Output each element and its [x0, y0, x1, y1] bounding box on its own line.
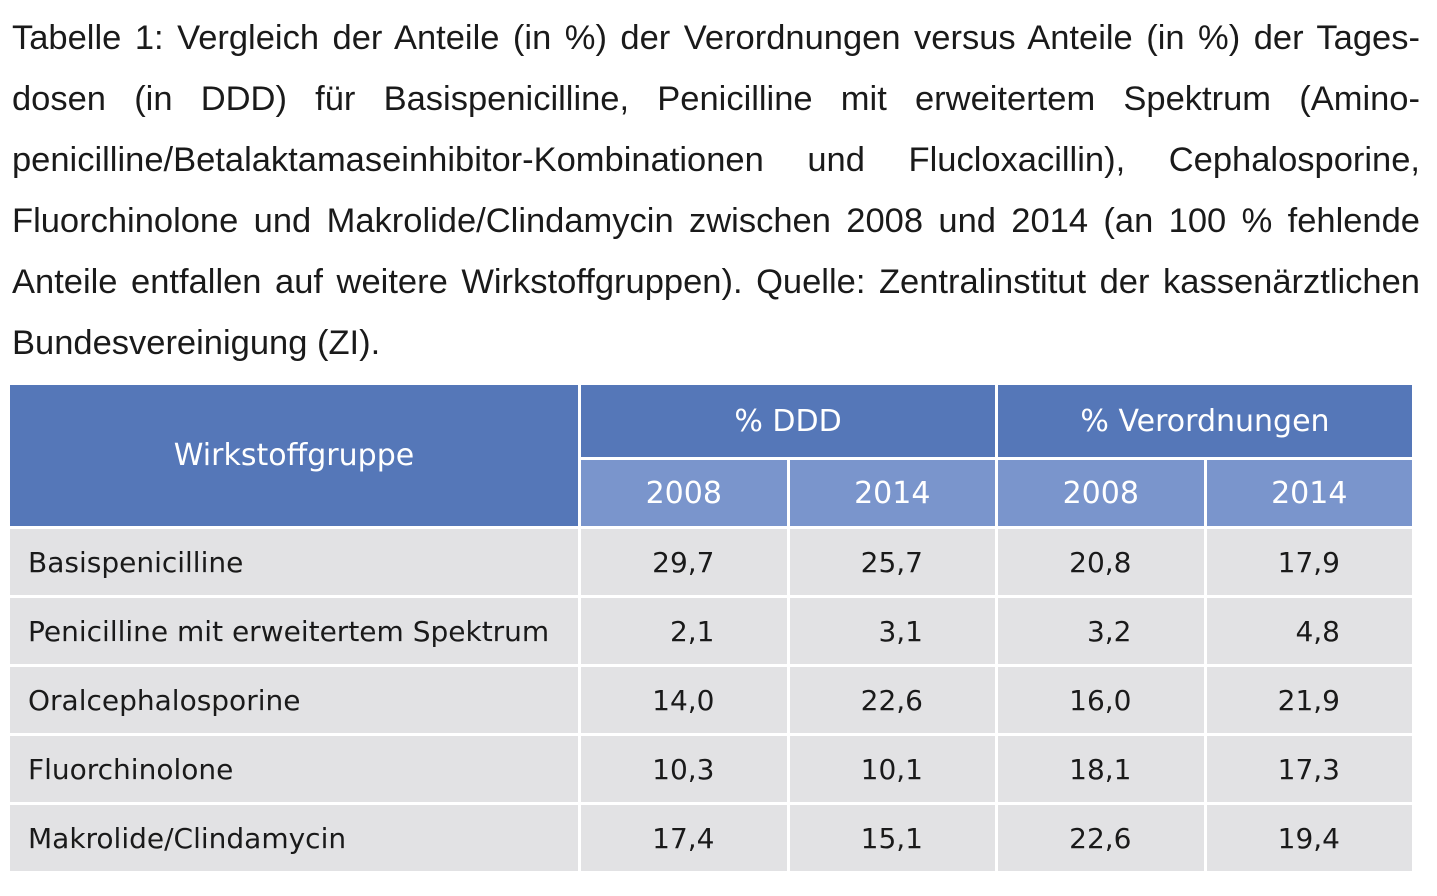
table-row: Penicilline mit erweitertem Spektrum 2,1… [10, 598, 1412, 664]
caption-line: Bundesvereinigung (ZI). [12, 324, 381, 362]
caption-line: Anteile entfallen auf weitere Wirkstoffg… [12, 263, 1420, 301]
row-name: Makrolide/Clindamycin [10, 805, 578, 871]
header-year-verordnungen-2008: 2008 [998, 460, 1204, 526]
table-row: Oralcephalosporine 14,0 22,6 16,0 21,9 [10, 667, 1412, 733]
table-caption: Tabelle 1: Vergleich der Anteile (in %) … [12, 8, 1420, 374]
cell-value: 29,7 [581, 529, 787, 595]
row-name: Basispenicilline [10, 529, 578, 595]
cell-value: 17,3 [1206, 736, 1412, 802]
cell-value: 15,1 [789, 805, 995, 871]
cell-value: 22,6 [789, 667, 995, 733]
caption-line: Tabelle 1: Vergleich der Anteile (in %) … [12, 19, 1420, 57]
cell-value: 10,1 [789, 736, 995, 802]
cell-value: 21,9 [1206, 667, 1412, 733]
cell-value: 16,0 [998, 667, 1204, 733]
cell-value: 22,6 [998, 805, 1204, 871]
row-name: Fluorchinolone [10, 736, 578, 802]
cell-value: 19,4 [1206, 805, 1412, 871]
cell-value: 2,1 [581, 598, 787, 664]
header-row-top: Wirkstoffgruppe % DDD % Verordnungen [10, 385, 1412, 526]
cell-value: 4,8 [1206, 598, 1412, 664]
row-name: Oralcephalosporine [10, 667, 578, 733]
header-year-verordnungen-2014: 2014 [1206, 460, 1412, 526]
header-ddd: % DDD [581, 385, 995, 457]
table-row: Basispenicilline 29,7 25,7 20,8 17,9 [10, 529, 1412, 595]
cell-value: 25,7 [789, 529, 995, 595]
caption-line: dosen (in DDD) für Basispenicilline, Pen… [12, 80, 1420, 118]
cell-value: 3,2 [998, 598, 1204, 664]
cell-value: 10,3 [581, 736, 787, 802]
caption-line: penicilline/Betalaktamaseinhibitor-Kombi… [12, 141, 1420, 179]
header-year-ddd-2014: 2014 [789, 460, 995, 526]
header-row-years: 2008 2014 2008 2014 [10, 460, 1412, 526]
header-wirkstoffgruppe: Wirkstoffgruppe [10, 385, 578, 526]
header-year-ddd-2008: 2008 [581, 460, 787, 526]
row-name: Penicilline mit erweitertem Spektrum [10, 598, 578, 664]
header-verordnungen: % Verordnungen [998, 385, 1412, 457]
table-row: Fluorchinolone 10,3 10,1 18,1 17,3 [10, 736, 1412, 802]
cell-value: 17,9 [1206, 529, 1412, 595]
cell-value: 14,0 [581, 667, 787, 733]
cell-value: 20,8 [998, 529, 1204, 595]
data-table: Wirkstoffgruppe % DDD % Verordnungen 200… [7, 382, 1415, 874]
cell-value: 17,4 [581, 805, 787, 871]
cell-value: 3,1 [789, 598, 995, 664]
caption-line: Fluorchinolone und Makrolide/Clindamycin… [12, 202, 1420, 240]
cell-value: 18,1 [998, 736, 1204, 802]
table-row: Makrolide/Clindamycin 17,4 15,1 22,6 19,… [10, 805, 1412, 871]
